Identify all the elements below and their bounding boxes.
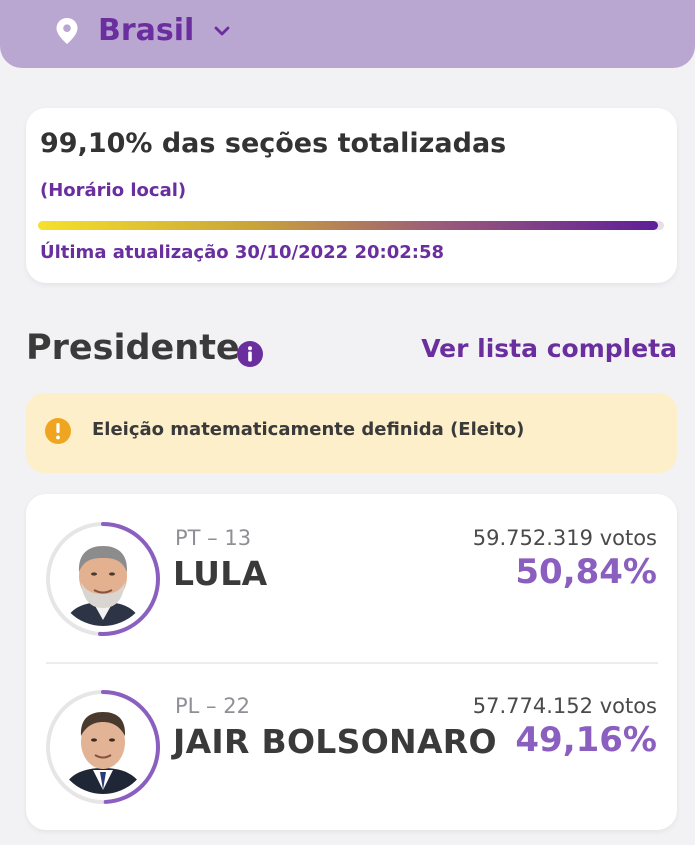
candidate-avatar (44, 688, 162, 806)
timezone-note: (Horário local) (40, 180, 187, 201)
warning-icon (45, 418, 71, 444)
last-update: Última atualização 30/10/2022 20:02:58 (40, 242, 445, 263)
candidate-row[interactable]: PL – 22 JAIR BOLSONARO 57.774.152 votos … (26, 682, 677, 832)
info-icon[interactable] (236, 340, 264, 368)
region-selector[interactable]: Brasil (98, 12, 195, 48)
vote-share-ring (46, 690, 160, 804)
candidate-party: PL – 22 (175, 694, 250, 718)
candidate-votes: 59.752.319 votos (472, 526, 657, 550)
candidate-photo-lula (56, 532, 150, 626)
candidate-name: LULA (173, 554, 268, 593)
candidate-photo-bolsonaro (56, 700, 150, 794)
divider (46, 662, 658, 664)
region-header: Brasil (0, 0, 695, 68)
totalization-progress (38, 221, 664, 230)
candidate-percent: 49,16% (515, 720, 657, 760)
vote-share-ring (46, 522, 160, 636)
totalization-progress-fill (38, 221, 659, 230)
candidate-name: JAIR BOLSONARO (173, 722, 497, 761)
chevron-down-icon[interactable] (214, 25, 230, 37)
location-pin-icon (56, 18, 78, 44)
totalization-card: 99,10% das seções totalizadas (Horário l… (26, 108, 677, 283)
sections-counted: 99,10% das seções totalizadas (40, 128, 507, 159)
election-status-alert: Eleição matematicamente definida (Eleito… (26, 393, 677, 473)
candidate-percent: 50,84% (515, 552, 657, 592)
candidate-party: PT – 13 (175, 526, 252, 550)
see-full-list-link[interactable]: Ver lista completa (421, 334, 677, 363)
section-title: Presidente (26, 328, 240, 368)
candidate-votes: 57.774.152 votos (472, 694, 657, 718)
alert-text: Eleição matematicamente definida (Eleito… (92, 419, 525, 440)
results-card: PT – 13 LULA 59.752.319 votos 50,84% (26, 494, 677, 830)
candidate-avatar (44, 520, 162, 638)
candidate-row[interactable]: PT – 13 LULA 59.752.319 votos 50,84% (26, 514, 677, 664)
